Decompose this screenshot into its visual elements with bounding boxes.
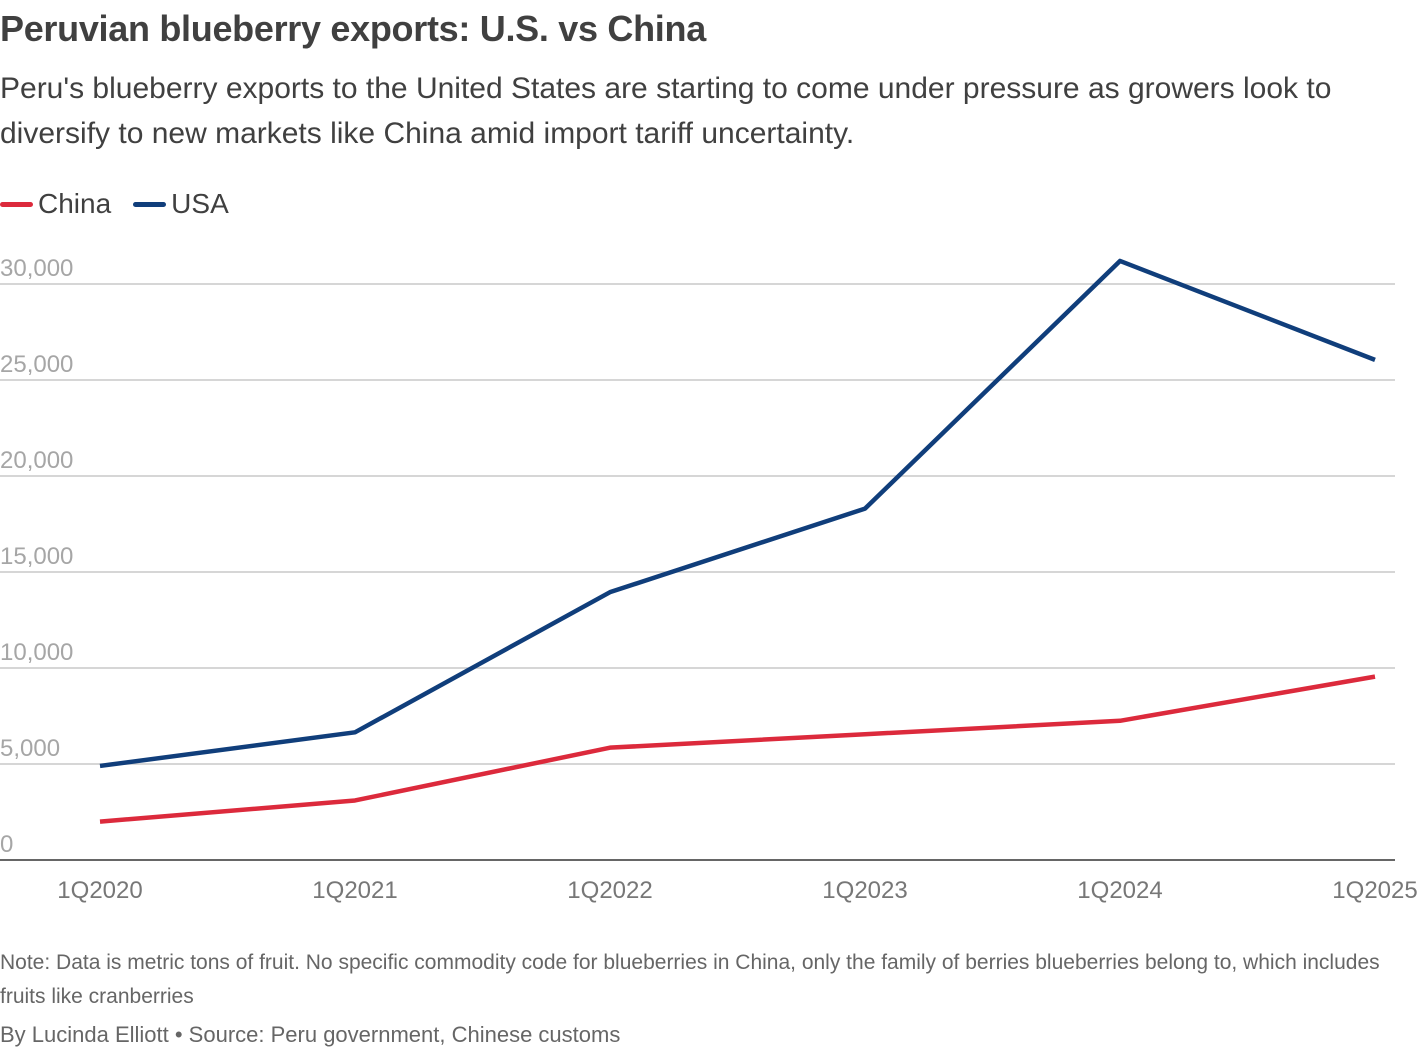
y-tick-label: 5,000 bbox=[0, 735, 60, 762]
legend-item-usa: USA bbox=[133, 188, 229, 220]
y-tick-label: 30,000 bbox=[0, 255, 73, 282]
legend-swatch-usa bbox=[133, 201, 167, 207]
y-tick-label: 15,000 bbox=[0, 543, 73, 570]
series-line-usa bbox=[99, 258, 1376, 769]
legend-label-china: China bbox=[38, 188, 112, 219]
x-axis-tick-labels: 1Q2020 1Q2021 1Q2022 1Q2023 1Q2024 1Q2025 bbox=[57, 877, 1417, 904]
y-tick-label: 10,000 bbox=[0, 639, 73, 666]
chart-title: Peruvian blueberry exports: U.S. vs Chin… bbox=[0, 8, 706, 49]
footnote: Note: Data is metric tons of fruit. No s… bbox=[0, 951, 1380, 1008]
legend-swatch-china bbox=[0, 201, 33, 207]
legend: China USA bbox=[0, 186, 251, 222]
series-line-china bbox=[99, 674, 1376, 824]
legend-item-china: China bbox=[0, 188, 111, 220]
y-axis-tick-labels: 0 5,000 10,000 15,000 20,000 25,000 30,000 bbox=[0, 255, 73, 858]
y-tick-label: 25,000 bbox=[0, 351, 73, 378]
line-chart: 0 5,000 10,000 15,000 20,000 25,000 30,000 1Q2… bbox=[0, 255, 1418, 904]
x-tick-label: 1Q2021 bbox=[312, 877, 397, 904]
chart-subtitle: Peru's blueberry exports to the United S… bbox=[0, 72, 1332, 150]
series-lines bbox=[99, 258, 1376, 824]
y-tick-label: 0 bbox=[0, 831, 13, 858]
x-tick-label: 1Q2024 bbox=[1077, 877, 1162, 904]
byline-source: By Lucinda Elliott • Source: Peru govern… bbox=[0, 1022, 621, 1047]
legend-label-usa: USA bbox=[171, 188, 229, 219]
y-tick-label: 20,000 bbox=[0, 447, 73, 474]
gridlines bbox=[0, 283, 1395, 765]
x-tick-label: 1Q2022 bbox=[567, 877, 652, 904]
x-tick-label: 1Q2023 bbox=[822, 877, 907, 904]
x-tick-label: 1Q2020 bbox=[57, 877, 142, 904]
x-tick-label: 1Q2025 bbox=[1332, 877, 1417, 904]
